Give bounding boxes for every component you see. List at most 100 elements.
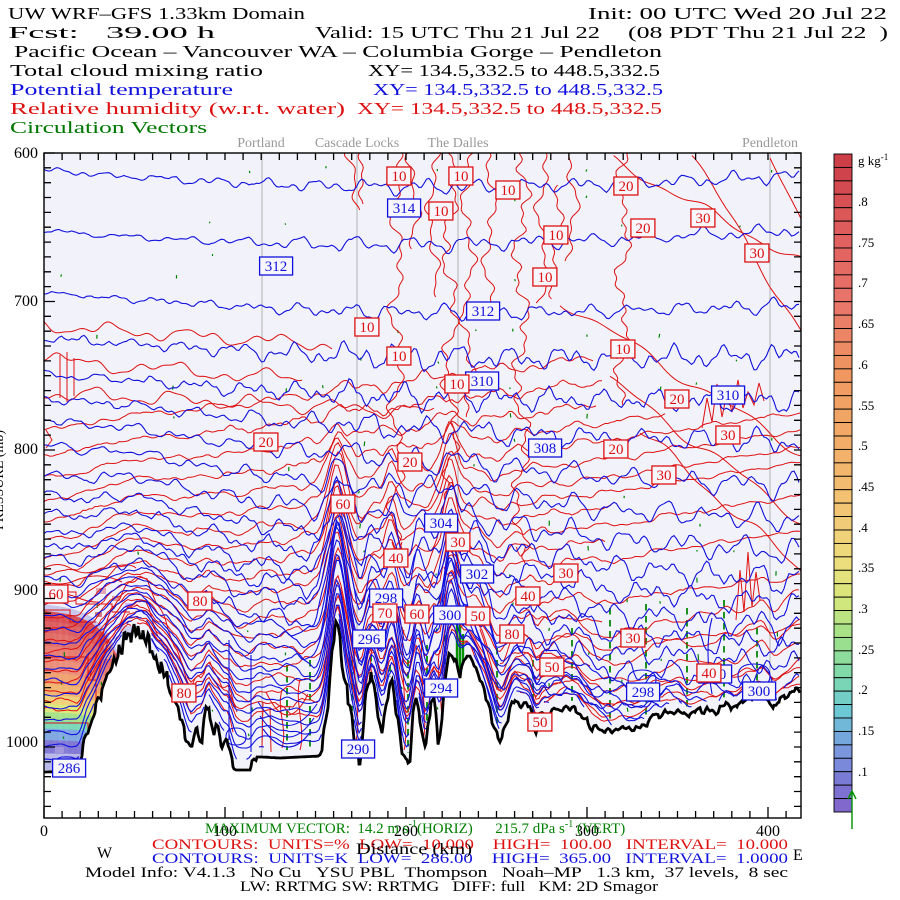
- svg-text:300: 300: [439, 608, 462, 624]
- svg-text:Portland: Portland: [237, 136, 284, 151]
- svg-text:PRESSURE (mb): PRESSURE (mb): [0, 430, 7, 530]
- svg-text:310: 310: [471, 374, 494, 390]
- svg-text:UW WRF–GFS 1.33km Domain: UW WRF–GFS 1.33km Domain: [8, 4, 306, 23]
- svg-text:10: 10: [450, 377, 465, 393]
- svg-text:Potential temperature: Potential temperature: [10, 80, 233, 99]
- svg-text:304: 304: [430, 516, 453, 532]
- svg-text:10: 10: [538, 270, 553, 286]
- svg-text:20: 20: [259, 435, 274, 451]
- svg-text:20: 20: [609, 442, 624, 458]
- svg-text:LW: RRTMG SW: RRTMG DIFF: fu: LW: RRTMG SW: RRTMG DIFF: full KM: 2D Sm…: [240, 879, 658, 895]
- svg-text:10: 10: [392, 169, 407, 185]
- svg-text:10: 10: [454, 169, 469, 185]
- svg-text:XY= 134.5,332.5 to 448.5,332.5: XY= 134.5,332.5 to 448.5,332.5: [357, 99, 662, 118]
- svg-text:40: 40: [521, 589, 536, 605]
- svg-text:60: 60: [410, 607, 425, 623]
- svg-text:W: W: [97, 845, 113, 862]
- svg-text:.7: .7: [858, 275, 868, 290]
- svg-text:1000: 1000: [6, 734, 38, 751]
- svg-text:302: 302: [466, 567, 489, 583]
- svg-text:80: 80: [177, 686, 192, 702]
- svg-text:.6: .6: [858, 357, 868, 372]
- svg-text:Model Info: V4.1.3 No Cu Y: Model Info: V4.1.3 No Cu YSU PBL Thompso…: [85, 865, 788, 881]
- svg-text:.45: .45: [858, 479, 874, 494]
- svg-text:.25: .25: [858, 642, 874, 657]
- svg-text:60: 60: [49, 587, 64, 603]
- svg-text:80: 80: [193, 594, 208, 610]
- svg-text:Relative humidity (w.r.t. wate: Relative humidity (w.r.t. water): [10, 99, 345, 118]
- svg-text:10: 10: [616, 342, 631, 358]
- svg-text:.4: .4: [858, 520, 868, 535]
- svg-text:50: 50: [471, 609, 486, 625]
- svg-text:Init: 00 UTC Wed 20 Jul 22: Init: 00 UTC Wed 20 Jul 22: [588, 4, 887, 23]
- svg-text:296: 296: [358, 632, 381, 648]
- svg-text:E: E: [793, 847, 803, 864]
- svg-text:308: 308: [534, 441, 557, 457]
- svg-text:800: 800: [14, 441, 38, 458]
- svg-text:Pendleton: Pendleton: [742, 136, 798, 151]
- svg-text:(08 PDT Thu 21 Jul 22 ): (08 PDT Thu 21 Jul 22 ): [628, 23, 888, 42]
- svg-text:20: 20: [670, 392, 685, 408]
- svg-text:298: 298: [632, 685, 655, 701]
- svg-text:Circulation Vectors: Circulation Vectors: [10, 118, 207, 137]
- svg-text:.5: .5: [858, 438, 868, 453]
- svg-text:312: 312: [472, 304, 495, 320]
- svg-text:40: 40: [389, 551, 404, 567]
- svg-text:70: 70: [378, 606, 393, 622]
- svg-text:290: 290: [347, 742, 370, 758]
- svg-text:Pacific Ocean – Vancouver WA –: Pacific Ocean – Vancouver WA – Columbia …: [14, 42, 663, 61]
- svg-text:10: 10: [434, 204, 449, 220]
- svg-text:30: 30: [721, 428, 736, 444]
- svg-text:700: 700: [14, 293, 38, 310]
- svg-text:20: 20: [636, 221, 651, 237]
- svg-text:0: 0: [40, 823, 48, 840]
- svg-text:.2: .2: [858, 682, 868, 697]
- svg-text:.1: .1: [858, 764, 868, 779]
- svg-text:Cascade Locks: Cascade Locks: [315, 136, 399, 151]
- svg-text:g kg-1: g kg-1: [858, 152, 888, 168]
- svg-text:Total cloud mixing ratio: Total cloud mixing ratio: [10, 61, 263, 80]
- svg-text:CONTOURS: UNITS=K LOW= 286.: CONTOURS: UNITS=K LOW= 286.00 HIGH= 365.…: [152, 851, 788, 867]
- svg-text:60: 60: [336, 497, 351, 513]
- svg-text:200: 200: [394, 823, 418, 840]
- svg-text:.15: .15: [858, 723, 874, 738]
- svg-text:50: 50: [545, 660, 560, 676]
- svg-text:100: 100: [213, 823, 237, 840]
- svg-text:10: 10: [392, 349, 407, 365]
- svg-text:.3: .3: [858, 601, 868, 616]
- svg-text:10: 10: [501, 183, 516, 199]
- svg-text:Fcst: 39.00 h: Fcst: 39.00 h: [8, 23, 216, 42]
- svg-text:312: 312: [265, 259, 288, 275]
- svg-text:30: 30: [451, 535, 466, 551]
- svg-text:20: 20: [403, 455, 418, 471]
- svg-text:294: 294: [430, 681, 453, 697]
- svg-text:900: 900: [14, 582, 38, 599]
- svg-text:10: 10: [360, 320, 375, 336]
- svg-text:CONTOURS: UNITS=% LOW= 10.0: CONTOURS: UNITS=% LOW= 10.000 HIGH= 100.…: [152, 837, 788, 853]
- svg-text:Valid: 15 UTC Thu 21 Jul 22: Valid: 15 UTC Thu 21 Jul 22: [315, 23, 600, 42]
- svg-text:400: 400: [756, 823, 780, 840]
- svg-text:The Dalles: The Dalles: [427, 136, 488, 151]
- svg-text:40: 40: [702, 666, 717, 682]
- svg-text:.55: .55: [858, 398, 874, 413]
- svg-text:50: 50: [533, 715, 548, 731]
- svg-text:20: 20: [619, 179, 634, 195]
- svg-text:.65: .65: [858, 316, 874, 331]
- svg-text:298: 298: [375, 591, 398, 607]
- svg-text:XY= 134.5,332.5 to 448.5,332.5: XY= 134.5,332.5 to 448.5,332.5: [373, 80, 663, 99]
- svg-text:30: 30: [626, 631, 641, 647]
- svg-text:314: 314: [393, 201, 416, 217]
- svg-text:310: 310: [717, 388, 740, 404]
- svg-text:.8: .8: [858, 194, 868, 209]
- svg-text:XY= 134.5,332.5 to 448.5,332.5: XY= 134.5,332.5 to 448.5,332.5: [368, 61, 660, 80]
- svg-text:300: 300: [575, 823, 599, 840]
- svg-text:Distance (km): Distance (km): [356, 841, 472, 858]
- svg-text:30: 30: [750, 246, 765, 262]
- svg-text:286: 286: [58, 761, 81, 777]
- svg-text:10: 10: [549, 228, 564, 244]
- svg-text:30: 30: [657, 468, 672, 484]
- svg-text:600: 600: [14, 145, 38, 162]
- svg-text:.75: .75: [858, 235, 874, 250]
- svg-text:30: 30: [559, 566, 574, 582]
- svg-text:MAXIMUM VECTOR: 14.2 m s-1(HO: MAXIMUM VECTOR: 14.2 m s-1(HORIZ) 215.7 …: [205, 819, 625, 837]
